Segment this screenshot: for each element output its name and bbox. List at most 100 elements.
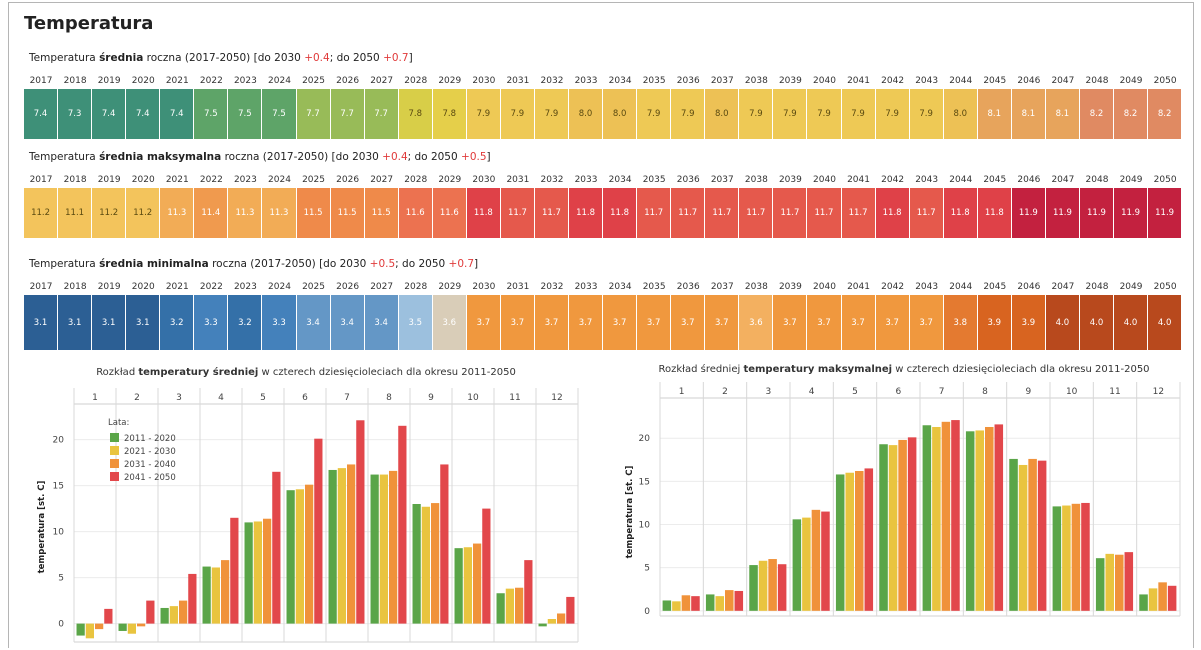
year-label: 2036 [676,175,700,185]
title-bold: średnia [99,52,144,64]
bar [1158,582,1167,611]
year-label: 2032 [540,175,564,185]
category-label: 8 [982,387,988,397]
bar [146,600,155,624]
title-mid: ; do 2050 [395,258,449,270]
year-label: 2045 [983,282,1007,292]
category-label: 5 [260,393,266,403]
year-label: 2030 [472,76,496,86]
year-label: 2039 [778,175,802,185]
bar [879,444,888,611]
bar [1095,558,1105,611]
section-title: Temperatura średnia minimalna roczna (20… [29,258,478,270]
year-label: 2024 [268,175,291,185]
bar [725,590,734,611]
bar [505,588,514,624]
bar [749,565,758,611]
year-label: 2021 [165,282,189,292]
year-label: 2031 [506,282,530,292]
year-label: 2021 [165,175,189,185]
y-tick-label: 20 [639,434,651,444]
category-label: 2 [134,393,140,403]
bar [1139,594,1148,611]
category-label: 12 [551,393,562,403]
heatmap-cell: 11.5 [364,188,399,238]
bar [1062,505,1071,611]
heatmap-cell: 3.6 [432,295,467,350]
heatmap-cell: 3.9 [977,295,1012,350]
heatmap-cell: 7.7 [364,89,399,139]
bar [524,560,533,624]
year-label: 2040 [813,76,836,86]
heatmap-cell: 3.7 [500,295,535,350]
bar [1037,460,1047,611]
heatmap-cell: 3.7 [534,295,569,350]
year-label: 2044 [949,76,973,86]
bar [1052,506,1062,611]
year-label: 2029 [438,282,462,292]
heatmap-cell: 3.3 [194,295,229,350]
bar [864,468,874,611]
heatmap-cell: 4.0 [1045,295,1080,350]
category-label: 3 [765,387,771,397]
year-label: 2020 [131,175,155,185]
y-tick-label: 0 [644,607,650,617]
bar [202,566,211,624]
year-label: 2042 [881,282,905,292]
bar [1167,585,1177,611]
year-label: 2043 [915,76,939,86]
chart-title: Rozkład temperatury średniej w czterech … [96,366,516,378]
heatmap-cell: 3.8 [943,295,978,350]
heatmap-cell: 3.3 [262,295,297,350]
year-label: 2047 [1051,76,1075,86]
bar [104,608,113,624]
y-tick-label: 10 [53,528,65,538]
delta-2030: +0.4 [382,151,408,163]
title-prefix: Rozkład średniej [658,363,743,375]
bar [691,596,700,611]
year-label: 2023 [233,282,257,292]
year-label: 2041 [847,175,870,185]
bar [975,430,984,611]
year-label: 2040 [813,175,836,185]
year-label: 2027 [370,175,394,185]
year-label: 2018 [63,282,87,292]
heatmap-cell: 8.0 [705,89,740,139]
year-label: 2025 [302,76,325,86]
heatmap-cell: 3.2 [160,295,195,350]
category-label: 12 [1153,387,1164,397]
heatmap-cell: 11.1 [58,188,93,238]
heatmap-cell: 7.8 [398,89,433,139]
bar [1105,553,1114,611]
year-label: 2047 [1051,282,1075,292]
category-label: 7 [939,387,945,397]
heatmap-cell: 7.3 [58,89,93,139]
year-label: 2025 [302,282,325,292]
bar [263,518,272,624]
bar [496,593,505,624]
bar [286,490,295,624]
bar [811,509,821,611]
heatmap-cell: 7.5 [194,89,229,139]
heatmap-cell: 7.5 [228,89,263,139]
year-label: 2026 [336,282,360,292]
bar [1081,502,1090,611]
y-tick-label: 5 [58,574,64,584]
year-label: 2030 [472,175,496,185]
year-label: 2048 [1085,282,1109,292]
bar [85,623,94,639]
heatmap-cell: 7.4 [126,89,161,139]
mean-temp-chart: Rozkład temperatury średniej w czterech … [37,366,579,643]
heatmap-cell: 11.7 [671,188,706,238]
year-label: 2029 [438,76,462,86]
heatmap-cell: 3.7 [637,295,672,350]
bar [1009,458,1018,611]
heatmap-cell: 3.1 [58,295,93,350]
heatmap-cell: 3.7 [807,295,842,350]
year-label: 2022 [199,76,223,86]
heatmap-row: 7.4 7.3 7.4 7.4 7.4 7.5 7.5 7.5 7.7 7.7 7.7 7.8 7.8 7… [24,89,1183,139]
year-label: 2033 [574,175,598,185]
bar [421,506,430,624]
category-label: 9 [1025,387,1031,397]
category-label: 2 [722,387,728,397]
